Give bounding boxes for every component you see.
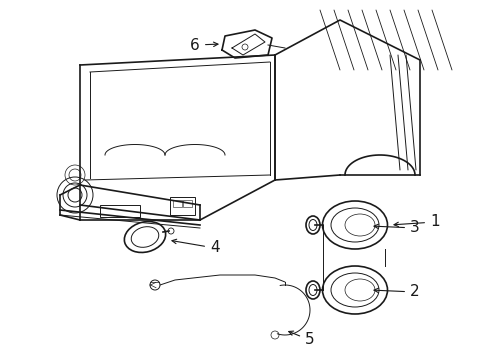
Text: 5: 5 xyxy=(288,331,314,347)
Text: 3: 3 xyxy=(373,220,419,235)
Bar xyxy=(183,200,192,207)
Bar xyxy=(170,197,195,215)
Text: 4: 4 xyxy=(172,239,219,256)
Text: 2: 2 xyxy=(373,284,419,300)
Text: 6: 6 xyxy=(190,37,218,53)
Bar xyxy=(173,200,182,207)
Bar xyxy=(100,205,140,217)
Text: 1: 1 xyxy=(393,215,439,230)
